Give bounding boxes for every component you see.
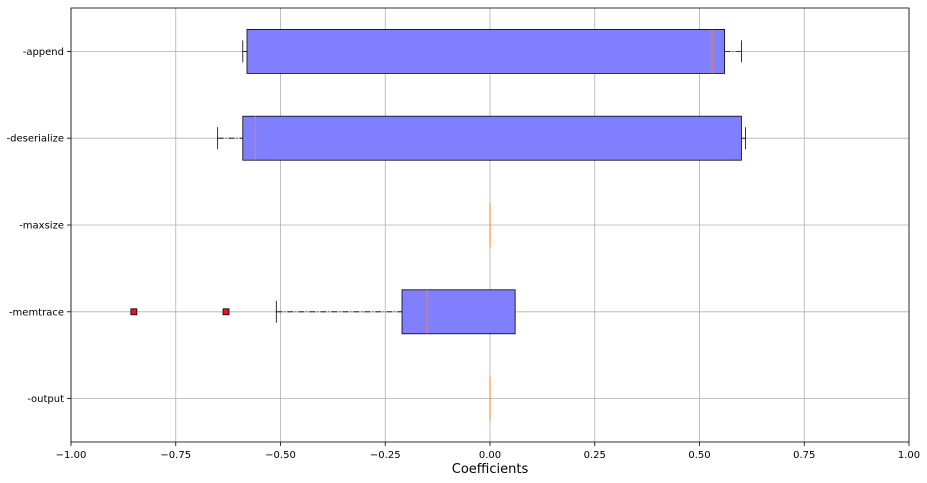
x-tick-label: 0.50 xyxy=(688,450,710,461)
y-tick-label: -output xyxy=(27,394,64,405)
y-tick-label: -maxsize xyxy=(19,221,64,232)
outlier-marker xyxy=(222,308,230,316)
box-body xyxy=(246,28,726,74)
x-tick-label: 0.75 xyxy=(793,450,815,461)
x-tick-label: 0.00 xyxy=(479,450,501,461)
x-tick-label: 1.00 xyxy=(898,450,920,461)
box-body xyxy=(401,289,516,335)
x-tick-label: −0.25 xyxy=(370,450,401,461)
y-tick-label: -memtrace xyxy=(9,307,64,318)
outlier-marker xyxy=(130,308,138,316)
x-tick-label: −0.75 xyxy=(160,450,191,461)
box-series xyxy=(130,28,746,421)
x-axis-title: Coefficients xyxy=(452,462,529,477)
x-tick-label: 0.25 xyxy=(584,450,606,461)
box-body xyxy=(242,115,742,161)
x-tick-label: −0.50 xyxy=(265,450,296,461)
x-tick-label: −1.00 xyxy=(56,450,87,461)
axis-ticks: −1.00 −0.75 −0.50 −0.25 0.00 0.25 0.50 0.75 1.00… xyxy=(7,47,921,461)
y-tick-label: -deserialize xyxy=(7,134,64,145)
y-tick-label: -append xyxy=(23,47,64,58)
